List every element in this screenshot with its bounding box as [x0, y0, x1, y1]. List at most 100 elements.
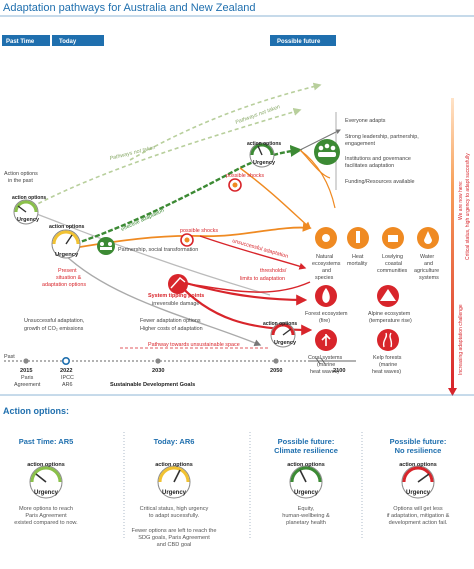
svg-text:Water: Water — [420, 254, 434, 260]
enabler-leadership-2: engagement — [345, 141, 375, 147]
ecosystem-coral: Coral systems (marine heat waves) — [308, 329, 342, 375]
svg-text:Today: Today — [59, 39, 77, 45]
ecosystem-coastal: Lowlying coastal communities — [377, 227, 408, 274]
svg-text:human-wellbeing &: human-wellbeing & — [282, 513, 330, 519]
adaptation-challenge-bar: We are now here: Critical status, high u… — [448, 98, 471, 396]
svg-text:systems: systems — [419, 275, 439, 281]
svg-text:Heat: Heat — [352, 254, 364, 260]
tab-possible-future: Possible future — [270, 35, 336, 46]
svg-text:Past Time: Past Time — [6, 39, 35, 45]
svg-text:Urgency: Urgency — [17, 217, 40, 223]
svg-text:coastal: coastal — [385, 261, 402, 267]
partnership-icon — [97, 237, 115, 255]
timeline-2015-sub1: Paris — [21, 375, 34, 381]
svg-text:planetary health: planetary health — [286, 520, 326, 526]
action-options-heading: Action options: — [3, 406, 69, 416]
svg-text:Coral systems: Coral systems — [308, 355, 342, 361]
ecosystem-natural: Natural ecosystems and species — [312, 227, 341, 281]
ecosystem-heat: Heat mortality — [347, 227, 369, 267]
svg-text:Critical status, high urgency: Critical status, high urgency — [140, 506, 209, 512]
figure-title: Adaptation pathways for Australia and Ne… — [3, 2, 256, 14]
svg-text:(fire): (fire) — [319, 318, 330, 324]
svg-text:Paris Agreement: Paris Agreement — [25, 513, 67, 519]
svg-text:Urgency: Urgency — [34, 490, 59, 496]
label-tipping-1: System tipping points — [148, 293, 204, 299]
svg-text:mortality: mortality — [347, 261, 368, 267]
action-card-climate-resilience: Possible future: Climate resilience acti… — [274, 437, 338, 526]
label-present-2: situation & — [56, 275, 82, 281]
label-past-line2: in the past — [8, 178, 33, 184]
svg-text:Forest ecosystem: Forest ecosystem — [305, 311, 348, 317]
action-card-past: Past Time: AR5 action options Urgency Mo… — [14, 437, 78, 526]
svg-text:ecosystems: ecosystems — [312, 261, 341, 267]
gauge-past: action options Urgency — [12, 195, 46, 225]
svg-text:Possible future:: Possible future: — [278, 437, 335, 446]
svg-text:(temperature rise): (temperature rise) — [369, 318, 412, 324]
svg-text:action options: action options — [27, 462, 65, 468]
svg-text:Natural: Natural — [316, 254, 333, 260]
svg-text:Possible future:: Possible future: — [390, 437, 447, 446]
svg-text:Urgency: Urgency — [274, 340, 297, 346]
side-label-bottom: Increasing adaptation challenge — [458, 304, 464, 375]
gauge-future-red: action options Urgency — [263, 321, 297, 348]
timeline-2022: 2022 — [60, 368, 72, 374]
label-unsuccessful-growth-1: Unsuccessful adaptation, — [24, 318, 85, 324]
svg-text:Urgency: Urgency — [162, 490, 187, 496]
label-present-3: adaptation options — [42, 282, 86, 288]
timeline-2100: 2100 — [333, 368, 345, 374]
svg-text:to adapt sucessfully.: to adapt sucessfully. — [149, 513, 200, 519]
label-tipping-2: irreversible damage — [152, 301, 199, 307]
label-unsuccessful-growth-2: growth of CO₂ emissions — [24, 326, 84, 332]
svg-text:Alpine ecosystem: Alpine ecosystem — [368, 311, 411, 317]
svg-text:action options: action options — [155, 462, 193, 468]
svg-text:Today: AR6: Today: AR6 — [154, 437, 195, 446]
label-thresholds-1: thresholds/ — [260, 268, 287, 274]
svg-text:communities: communities — [377, 268, 408, 274]
svg-text:(marine: (marine — [379, 362, 397, 368]
side-label-top-1: We are now here: — [458, 181, 464, 220]
label-possible-shocks-1: possible shocks — [180, 228, 218, 234]
enabler-funding: Funding/Resources available — [345, 179, 415, 185]
svg-text:Fewer options are left to reac: Fewer options are left to reach the — [132, 528, 217, 534]
svg-text:heat waves): heat waves) — [310, 369, 339, 375]
svg-text:Options will get less: Options will get less — [393, 506, 443, 512]
svg-text:Urgency: Urgency — [253, 160, 276, 166]
svg-text:action options: action options — [247, 141, 281, 147]
enabler-institutions-1: Institutions and governance — [345, 156, 411, 162]
svg-text:Lowlying: Lowlying — [382, 254, 403, 260]
timeline: Past 2015 Paris Agreement 2022 IPCC AR6 … — [4, 354, 356, 388]
svg-text:heat waves): heat waves) — [372, 369, 401, 375]
label-effective-adaptation: effective adaptation — [120, 208, 165, 233]
tab-today: Today — [52, 35, 104, 46]
tipping-point-icon — [168, 274, 188, 294]
svg-text:action options: action options — [399, 462, 437, 468]
gauge-today: action options Urgency — [49, 224, 85, 259]
svg-text:existed compared to now.: existed compared to now. — [14, 520, 78, 526]
timeline-2022-sub1: IPCC — [61, 375, 74, 381]
label-fewer-options: Fewer adaptation options — [140, 318, 201, 324]
ecosystem-forest: Forest ecosystem (fire) — [305, 285, 348, 324]
label-possible-shocks-2: possible shocks — [226, 173, 264, 179]
action-card-no-resilience: Possible future: No resilience action op… — [387, 437, 450, 526]
ecosystem-kelp: Kelp forests (marine heat waves) — [372, 329, 402, 375]
svg-text:Equity,: Equity, — [298, 506, 315, 512]
svg-text:Urgency: Urgency — [294, 490, 319, 496]
svg-text:action options: action options — [49, 224, 85, 230]
svg-text:and: and — [322, 268, 331, 274]
action-card-today: Today: AR6 action options Urgency Critic… — [132, 437, 217, 548]
svg-text:species: species — [315, 275, 334, 281]
svg-text:and CBD goal: and CBD goal — [157, 542, 192, 548]
label-thresholds-2: limits to adaptation — [240, 276, 285, 282]
ecosystem-water: Water and agriculture systems — [414, 227, 439, 281]
label-unsustainable: Pathway towards unsustainable space — [148, 342, 240, 348]
timeline-2030: 2030 — [152, 368, 164, 374]
label-present-1: Present — [58, 268, 77, 274]
timeline-2015: 2015 — [20, 368, 32, 374]
label-higher-costs: Higher costs of adaptation — [140, 326, 203, 332]
enabler-everyone: Everyone adapts — [345, 118, 386, 124]
timeline-2022-sub2: AR6 — [62, 382, 73, 388]
timeline-2015-sub2: Agreement — [14, 382, 41, 388]
svg-text:action options: action options — [12, 195, 46, 201]
svg-text:More options to reach: More options to reach — [19, 506, 73, 512]
